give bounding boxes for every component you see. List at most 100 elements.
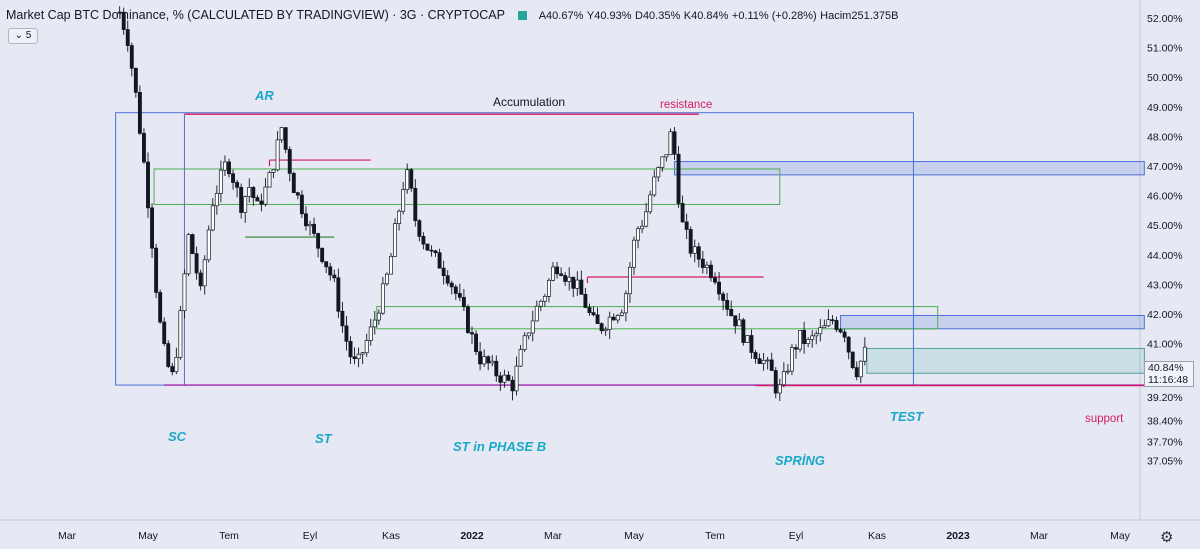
- candle-down: [680, 203, 685, 223]
- indicator-collapse-button[interactable]: ⌄ 5: [8, 28, 38, 44]
- symbol-title[interactable]: Market Cap BTC Dominance, % (CALCULATED …: [6, 8, 505, 22]
- green-range-zone: [376, 306, 939, 330]
- candle-down: [753, 352, 758, 360]
- green-range-zone: [153, 168, 781, 205]
- candle-down: [563, 275, 568, 282]
- candle-down: [587, 307, 592, 313]
- candle-down: [846, 336, 851, 353]
- candle-down: [344, 325, 349, 342]
- candle-up: [218, 169, 223, 194]
- x-tick-label: May: [138, 530, 159, 542]
- ohlc-high: Y40.93%: [586, 10, 632, 22]
- y-tick-label: 37.05%: [1147, 456, 1183, 468]
- candle-down: [190, 234, 195, 254]
- candle-up: [182, 273, 187, 312]
- candle-down: [506, 374, 511, 381]
- candle-down: [421, 236, 426, 245]
- x-tick-label: May: [1110, 530, 1131, 542]
- x-tick-label: Mar: [544, 530, 563, 542]
- x-tick-label: 2022: [460, 530, 484, 542]
- candle-down: [700, 258, 705, 268]
- candle-up: [534, 305, 539, 322]
- candle-up: [627, 266, 632, 295]
- candle-up: [745, 335, 750, 343]
- candle-down: [453, 286, 458, 294]
- candle-up: [607, 316, 612, 330]
- candle-up: [360, 352, 365, 355]
- candle-up: [385, 273, 389, 285]
- candle-down: [591, 312, 596, 316]
- ohlc-volume: Hacim251.375B: [820, 10, 899, 22]
- x-tick-label: Mar: [1030, 530, 1049, 542]
- candle-down: [794, 347, 798, 350]
- candle-down: [158, 292, 163, 323]
- candle-up: [644, 211, 649, 227]
- candle-up: [267, 172, 272, 188]
- candle-up: [810, 335, 815, 340]
- candle-up: [660, 156, 665, 168]
- candle-up: [401, 189, 406, 212]
- candle-up: [214, 193, 219, 207]
- ohlc-open: A40.67%: [538, 10, 584, 22]
- candle-up: [376, 312, 381, 321]
- order-block-zone: [674, 161, 1145, 176]
- chart-header: Market Cap BTC Dominance, % (CALCULATED …: [6, 8, 898, 22]
- candle-up: [210, 205, 215, 231]
- candle-down: [457, 293, 462, 298]
- candle-down: [417, 220, 422, 237]
- candle-up: [858, 360, 863, 378]
- label-resistance: resistance: [660, 99, 712, 111]
- candle-down: [255, 197, 260, 202]
- candle-up: [822, 325, 827, 329]
- target-zone: [866, 347, 1145, 374]
- candle-down: [494, 360, 499, 377]
- candle-down: [150, 207, 154, 249]
- candle-up: [668, 131, 673, 156]
- candle-up: [538, 300, 543, 307]
- x-tick-label: May: [624, 530, 645, 542]
- candle-down: [595, 314, 600, 324]
- candle-down: [287, 149, 292, 174]
- candle-up: [632, 239, 636, 268]
- candle-down: [717, 281, 722, 295]
- y-tick-label: 48.00%: [1147, 131, 1183, 143]
- candle-down: [729, 309, 734, 317]
- candle-up: [575, 279, 580, 289]
- candle-up: [174, 357, 179, 373]
- accumulation-range-box: [115, 112, 914, 386]
- candle-down: [336, 277, 341, 312]
- candle-down: [352, 356, 357, 360]
- label-spring: SPRİNG: [775, 453, 825, 468]
- candle-down: [142, 132, 146, 163]
- gear-icon[interactable]: ⚙: [1160, 529, 1174, 546]
- label-sc: SC: [168, 429, 187, 444]
- y-tick-label: 43.00%: [1147, 279, 1183, 291]
- candle-up: [526, 332, 531, 337]
- candle-up: [692, 246, 697, 254]
- candle-down: [433, 250, 438, 254]
- candle-down: [769, 359, 774, 371]
- candle-up: [761, 359, 766, 364]
- x-tick-label: Eyl: [303, 530, 318, 542]
- candle-down: [324, 261, 329, 268]
- candle-up: [551, 266, 555, 281]
- x-tick-label: 2023: [946, 530, 970, 542]
- candle-up: [279, 127, 284, 141]
- candle-down: [838, 329, 843, 333]
- candle-up: [368, 326, 373, 341]
- candle-up: [798, 330, 803, 350]
- candle-up: [490, 360, 495, 364]
- candle-up: [393, 223, 398, 257]
- candle-down: [842, 331, 847, 338]
- flag-icon[interactable]: [518, 11, 528, 20]
- candle-up: [372, 319, 377, 328]
- candle-up: [530, 320, 535, 334]
- candle-up: [380, 283, 385, 314]
- candle-up: [263, 186, 268, 205]
- x-tick-label: Kas: [868, 530, 886, 542]
- candle-down: [425, 243, 430, 251]
- candle-down: [688, 229, 693, 254]
- candle-up: [308, 223, 312, 227]
